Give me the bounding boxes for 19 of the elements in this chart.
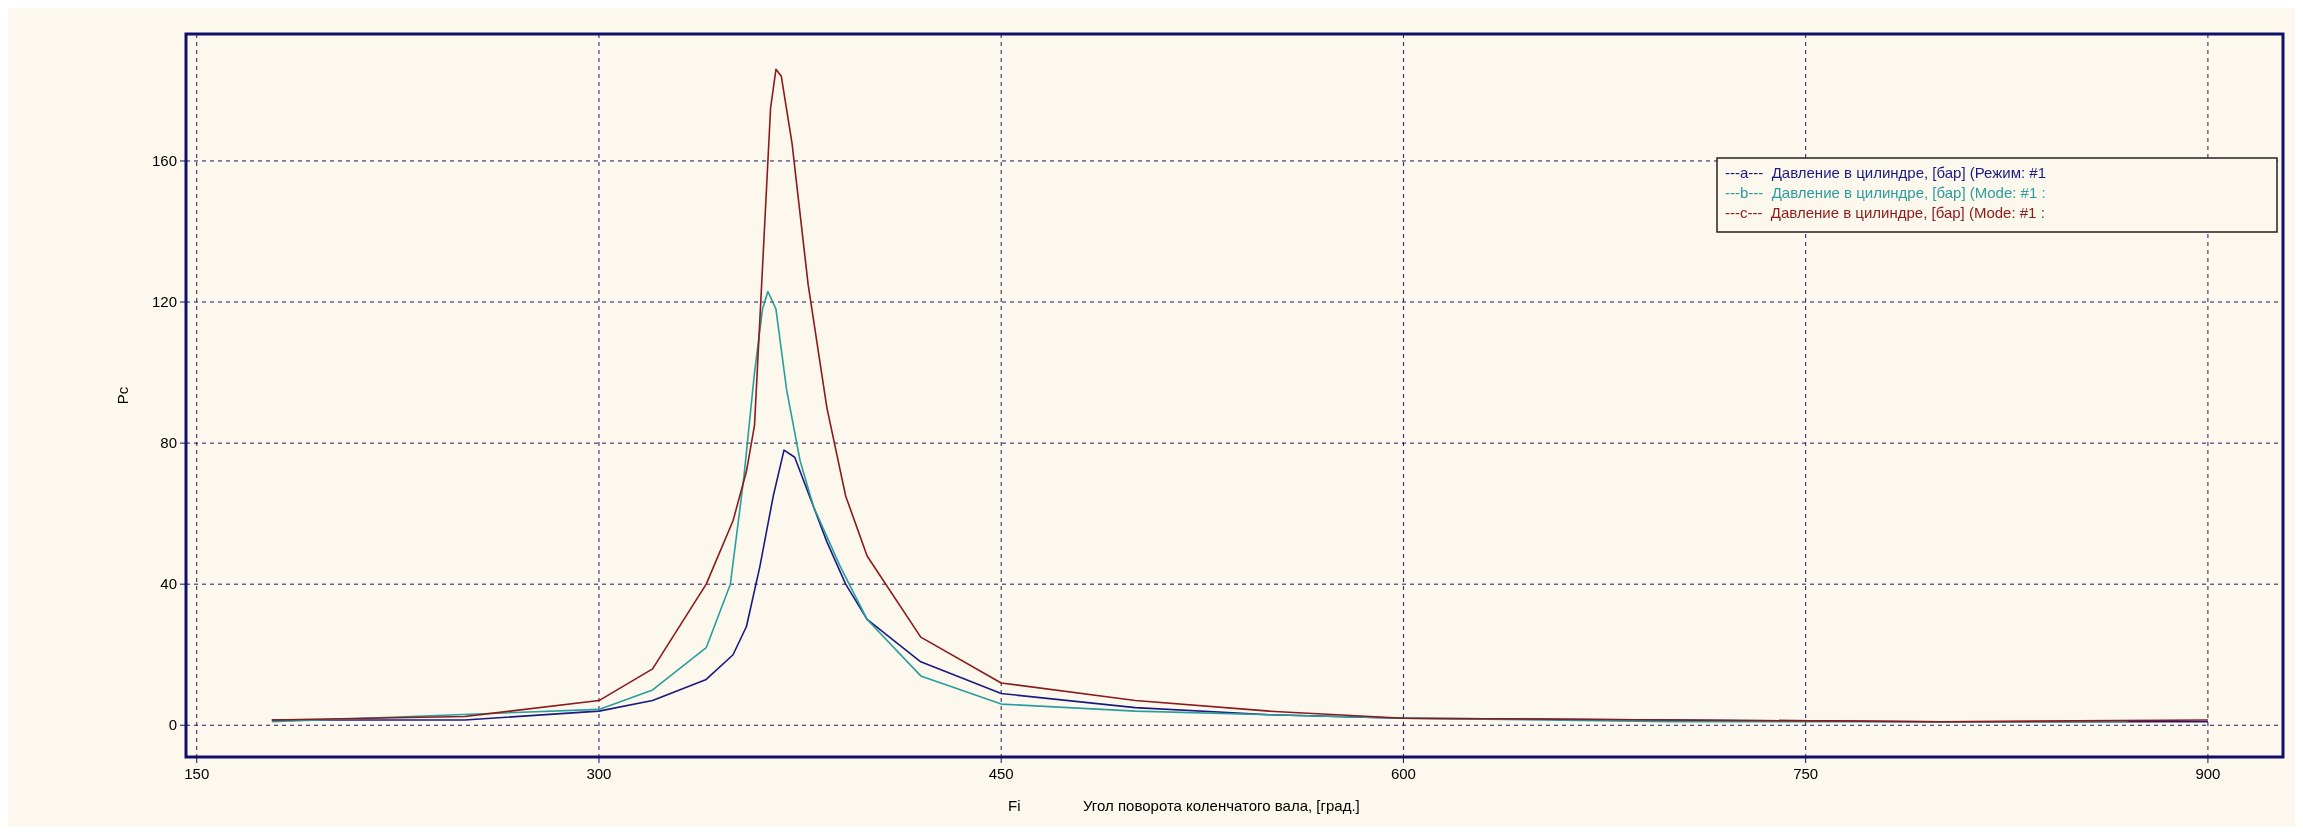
x-tick-label: 150 — [184, 765, 210, 782]
x-tick-label: 300 — [586, 765, 612, 782]
text: ---b--- Давление в цилиндре, [бар] (Mode: #1 : — [1725, 184, 2046, 201]
x-tick-label: 600 — [1390, 765, 1416, 782]
x-tick-label: 900 — [2195, 765, 2221, 782]
y-tick-label: 40 — [160, 575, 177, 593]
y-tick-label: 0 — [168, 716, 177, 734]
x-axis-title: Угол поворота коленчатого вала, [град.] — [1083, 797, 1360, 814]
y-tick-label: 160 — [151, 151, 177, 169]
y-axis-title: Pc — [114, 386, 131, 405]
text: ---a--- Давление в цилиндре, [бар] (Режим: #1 — [1725, 164, 2047, 181]
x-tick-label: 750 — [1793, 765, 1819, 782]
x-tick-label: 450 — [988, 765, 1014, 782]
y-tick-label: 80 — [160, 434, 177, 452]
y-tick-label: 120 — [151, 293, 177, 311]
line-series — [271, 290, 2129, 723]
text: ---c--- Давление в цилиндре, [бар] (Mode: #1 : — [1725, 204, 2045, 221]
line-series — [271, 68, 2209, 723]
text: Fi — [1008, 797, 1021, 814]
